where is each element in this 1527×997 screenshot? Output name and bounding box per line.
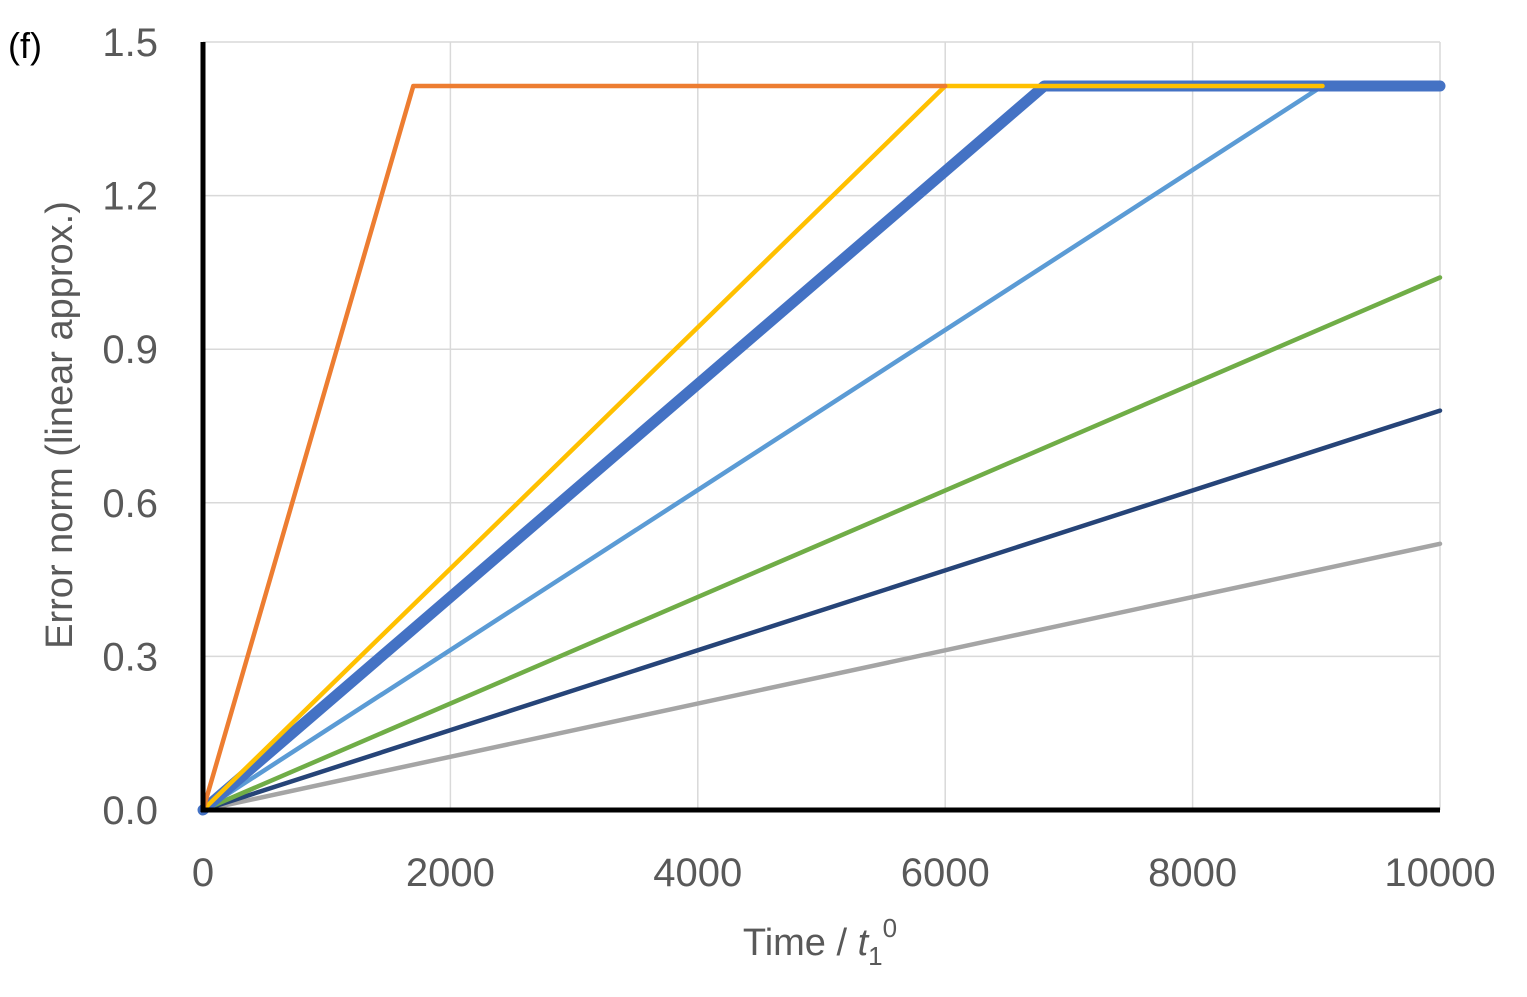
grid-lines <box>202 41 1441 811</box>
tick-labels: 0.0 0.3 0.6 0.9 1.2 1.5 0 2000 4000 6000 8000 10000 <box>102 21 1495 895</box>
x-axis-title-var: t <box>858 922 870 964</box>
x-tick-label: 0 <box>192 851 214 895</box>
x-axis-title-main: Time / <box>743 922 858 964</box>
y-tick-label: 0.9 <box>102 328 158 372</box>
panel-label: (f) <box>8 25 42 66</box>
series-line-1 <box>200 541 1443 813</box>
y-tick-label: 1.5 <box>102 21 158 65</box>
series-lines <box>197 80 1446 816</box>
x-tick-label: 6000 <box>901 851 990 895</box>
series-line-2 <box>200 408 1443 813</box>
x-axis-title: Time / t10 <box>743 913 897 971</box>
y-tick-label: 0.3 <box>102 635 158 679</box>
y-tick-label: 0.6 <box>102 482 158 526</box>
series-line-5 <box>197 80 1446 816</box>
series-line-3 <box>200 275 1443 813</box>
y-axis-title: Error norm (linear approx.) <box>39 201 81 649</box>
series-line-7 <box>200 83 948 813</box>
y-tick-label: 1.2 <box>102 175 158 219</box>
x-tick-label: 10000 <box>1384 851 1495 895</box>
x-tick-label: 4000 <box>653 851 742 895</box>
x-axis-title-sub: 1 <box>868 941 882 971</box>
axes <box>200 42 1440 813</box>
series-line-4 <box>200 83 1443 813</box>
y-tick-label: 0.0 <box>102 789 158 833</box>
x-tick-label: 2000 <box>406 851 495 895</box>
x-axis-title-sup: 0 <box>883 913 897 943</box>
x-tick-label: 8000 <box>1148 851 1237 895</box>
